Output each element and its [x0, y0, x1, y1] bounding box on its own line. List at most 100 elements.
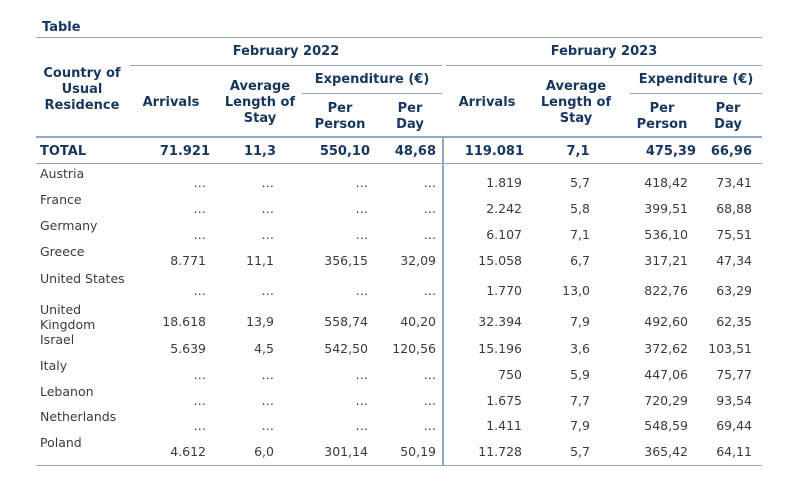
table-cell: … — [355, 175, 369, 190]
expenditure-2023-underline — [630, 93, 762, 94]
table-cell: 1.411 — [486, 418, 522, 433]
expenditure-2022-underline — [302, 93, 442, 94]
bottom-rule — [36, 465, 762, 466]
table-cell: … — [261, 283, 275, 298]
table-cell: … — [423, 418, 437, 433]
table-cell: 356,15 — [324, 253, 368, 268]
table-cell: 4,5 — [254, 341, 274, 356]
table-cell: 1.770 — [486, 283, 522, 298]
row-country: Israel — [40, 332, 75, 347]
total-value: 550,10 — [319, 144, 370, 159]
table-cell: 47,34 — [716, 253, 752, 268]
table-cell: 536,10 — [644, 227, 688, 242]
table-cell: 5,8 — [570, 201, 590, 216]
table-cell: … — [355, 227, 369, 242]
period-2022-underline — [130, 65, 442, 66]
table-cell: 399,51 — [644, 201, 688, 216]
table-cell: 62,35 — [716, 314, 752, 329]
row-country: Germany — [40, 218, 98, 233]
total-value: 475,39 — [645, 144, 696, 159]
table-cell: 40,20 — [400, 314, 436, 329]
table-cell: … — [355, 201, 369, 216]
table-cell: 7,9 — [570, 314, 590, 329]
header-bottom-rule — [36, 136, 762, 138]
table-cell: 548,59 — [644, 418, 688, 433]
table-cell: … — [261, 201, 275, 216]
total-value: 119.081 — [464, 144, 524, 159]
table-cell: 750 — [498, 367, 522, 382]
table-cell: … — [193, 201, 207, 216]
table-cell: 7,9 — [570, 418, 590, 433]
table-cell: … — [193, 393, 207, 408]
table-cell: 365,42 — [644, 444, 688, 459]
total-label: TOTAL — [40, 144, 87, 159]
table-cell: … — [423, 283, 437, 298]
header-expenditure-2023: Expenditure (€) — [638, 72, 754, 87]
header-period-2023: February 2023 — [550, 44, 658, 59]
table-cell: … — [261, 227, 275, 242]
table-cell: … — [261, 418, 275, 433]
total-value: 66,96 — [710, 144, 752, 159]
table-cell: … — [355, 418, 369, 433]
table-cell: 7,1 — [570, 227, 590, 242]
row-country: Austria — [40, 166, 85, 181]
table-cell: 301,14 — [324, 444, 368, 459]
table-cell: 63,29 — [716, 283, 752, 298]
table-cell: 64,11 — [716, 444, 752, 459]
header-avg-stay-2023: Average Length of Stay — [540, 79, 612, 126]
table-cell: … — [423, 393, 437, 408]
header-period-2022: February 2022 — [232, 44, 340, 59]
total-value: 48,68 — [394, 144, 436, 159]
table-cell: 32.394 — [478, 314, 522, 329]
table-cell: 93,54 — [716, 393, 752, 408]
top-rule — [36, 37, 762, 38]
table-cell: … — [423, 367, 437, 382]
table-cell: … — [261, 175, 275, 190]
table-cell: 75,77 — [716, 367, 752, 382]
table-cell: 1.675 — [486, 393, 522, 408]
table-cell: 8.771 — [170, 253, 206, 268]
table-cell: 558,74 — [324, 314, 368, 329]
table-cell: 5,7 — [570, 444, 590, 459]
header-per-person-2023: Per Person — [636, 101, 688, 132]
table-cell: … — [423, 201, 437, 216]
table-cell: 75,51 — [716, 227, 752, 242]
table-cell: … — [193, 418, 207, 433]
row-country: Netherlands — [40, 409, 117, 424]
table-cell: 11.728 — [478, 444, 522, 459]
header-avg-stay-2022: Average Length of Stay — [224, 79, 296, 126]
row-country: Poland — [40, 435, 82, 450]
table-cell: 720,29 — [644, 393, 688, 408]
header-per-person-2022: Per Person — [314, 101, 366, 132]
table-cell: 447,06 — [644, 367, 688, 382]
table-cell: … — [193, 283, 207, 298]
table-cell: 4.612 — [170, 444, 206, 459]
total-value: 11,3 — [243, 144, 277, 159]
table-cell: … — [355, 393, 369, 408]
table-cell: 1.819 — [486, 175, 522, 190]
table-cell: … — [193, 367, 207, 382]
total-value: 71.921 — [159, 144, 210, 159]
row-country: Greece — [40, 244, 85, 259]
header-expenditure-2022: Expenditure (€) — [314, 72, 430, 87]
table-cell: 15.058 — [478, 253, 522, 268]
table-cell: … — [355, 367, 369, 382]
table-cell: 822,76 — [644, 283, 688, 298]
row-country: United Kingdom — [40, 302, 96, 332]
table-cell: … — [193, 227, 207, 242]
table-caption: Table — [42, 20, 81, 35]
header-per-day-2023: Per Day — [714, 101, 742, 132]
table-cell: 492,60 — [644, 314, 688, 329]
header-arrivals-2023: Arrivals — [458, 95, 516, 110]
table-cell: 68,88 — [716, 201, 752, 216]
period-separator — [442, 138, 444, 465]
table-cell: 73,41 — [716, 175, 752, 190]
table-cell: 3,6 — [570, 341, 590, 356]
table-cell: … — [423, 175, 437, 190]
table-cell: … — [261, 393, 275, 408]
table-cell: 5,7 — [570, 175, 590, 190]
table-cell: … — [261, 367, 275, 382]
header-per-day-2022: Per Day — [396, 101, 424, 132]
table-cell: 6.107 — [486, 227, 522, 242]
table-cell: 6,0 — [254, 444, 274, 459]
